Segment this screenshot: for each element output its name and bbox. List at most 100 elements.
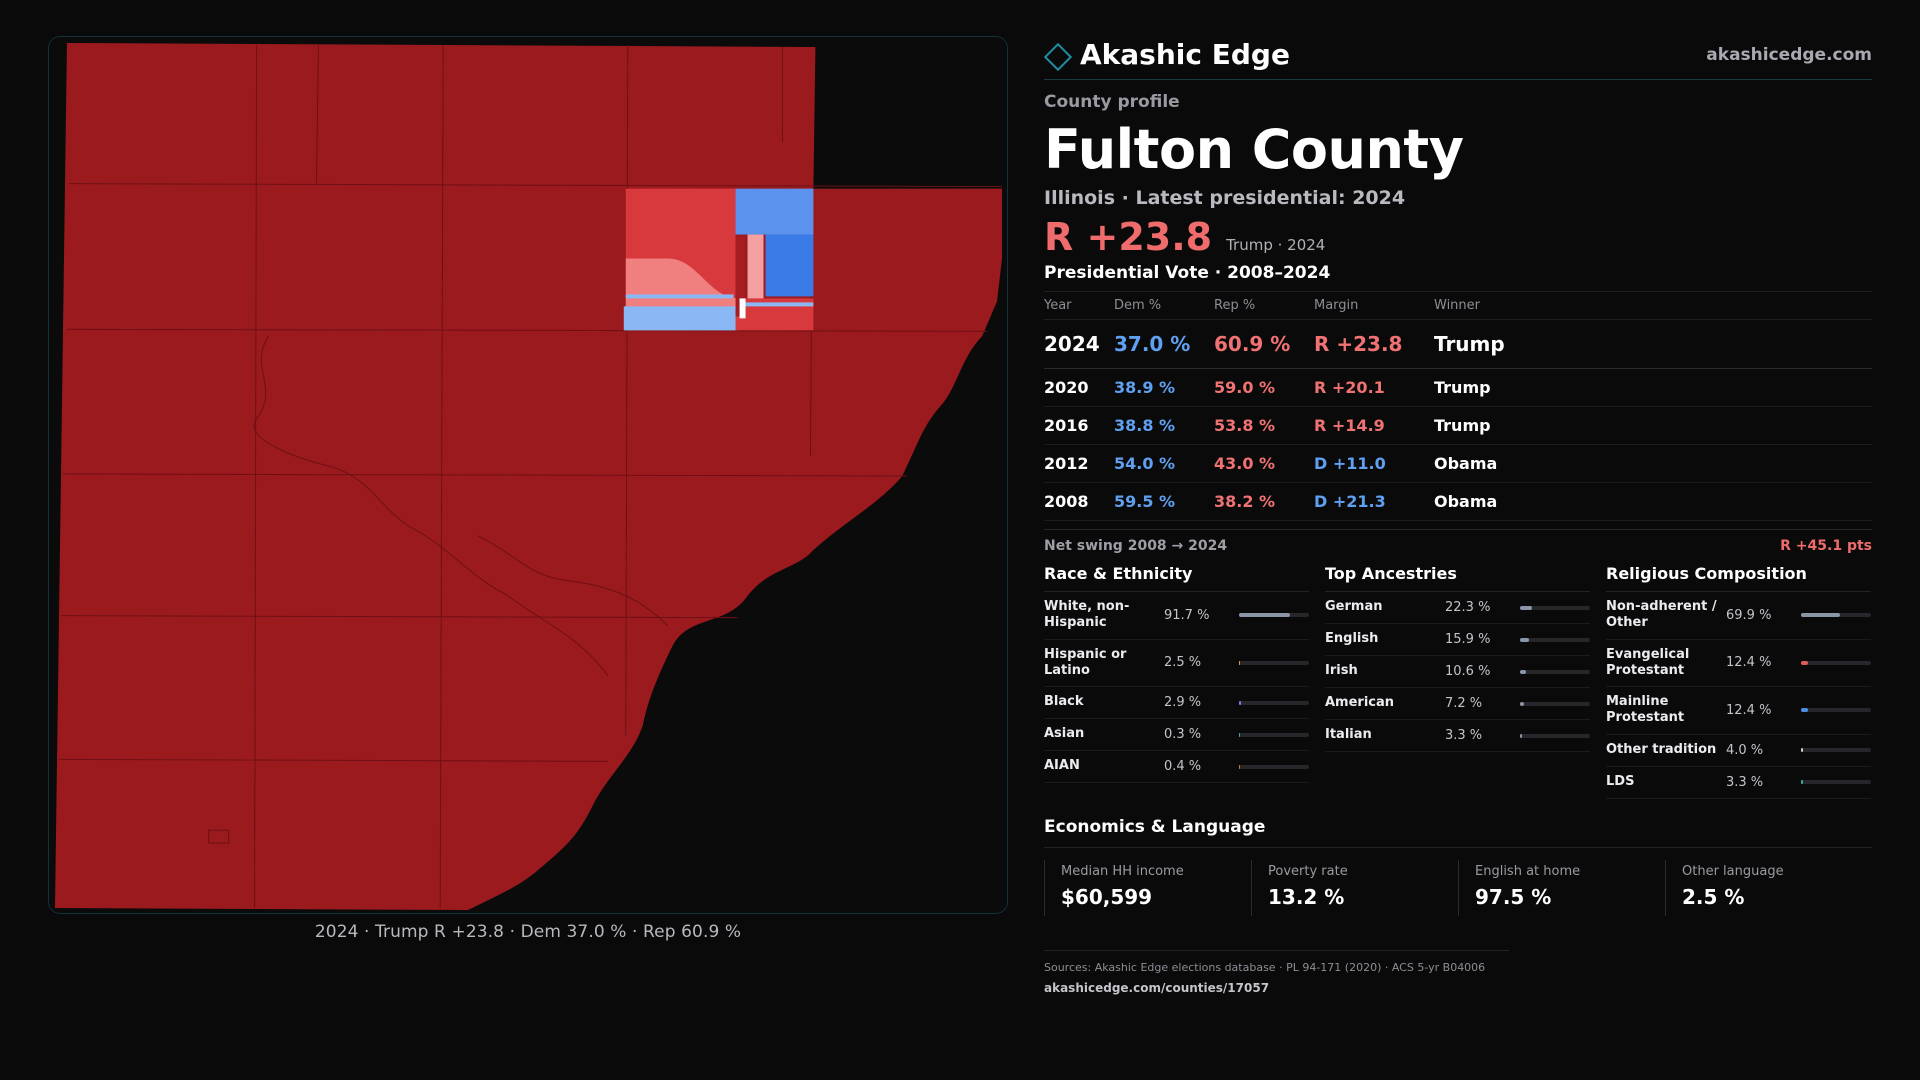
brand[interactable]: Akashic Edge <box>1043 38 1290 71</box>
religion-value: 4.0 % <box>1726 742 1764 758</box>
precinct-city-strip[interactable] <box>735 302 814 307</box>
county-profile-panel: Akashic Edge akashicedge.com County prof… <box>1043 30 1872 995</box>
religion-bar-fill <box>1801 748 1804 752</box>
vote-rep: 53.8 % <box>1214 406 1314 445</box>
econ-label: Poverty rate <box>1268 863 1348 879</box>
precinct-city-small[interactable] <box>739 298 746 319</box>
vote-margin: R +14.9 <box>1314 406 1434 445</box>
ancestry-bar <box>1520 701 1590 706</box>
race-bar-fill <box>1239 660 1241 665</box>
race-value: 0.3 % <box>1164 727 1202 742</box>
vote-dem: 37.0 % <box>1114 319 1214 369</box>
ancestry-section: Top Ancestries German 22.3 % English 15.9 %… <box>1325 564 1590 799</box>
header-year: Year <box>1044 291 1114 320</box>
religion-value: 12.4 % <box>1726 655 1772 671</box>
precinct-city-dem-north[interactable] <box>735 188 814 235</box>
ancestry-bar-fill <box>1520 637 1529 642</box>
race-label: White, non-Hispanic <box>1044 599 1130 631</box>
swing-label: Net swing 2008 → 2024 <box>1044 538 1228 554</box>
vote-dem: 38.8 % <box>1114 406 1214 445</box>
vote-winner: Obama <box>1434 444 1872 483</box>
religion-bar-fill <box>1801 780 1803 784</box>
religion-bar <box>1801 780 1871 784</box>
race-bar <box>1239 660 1309 665</box>
precinct-city-tossup[interactable] <box>747 234 764 299</box>
religion-row: Mainline Protestant 12.4 % <box>1606 687 1871 735</box>
religion-label: LDS <box>1606 773 1635 789</box>
ancestry-value: 22.3 % <box>1445 600 1491 615</box>
ancestry-label: Italian <box>1325 727 1372 743</box>
vote-year: 2024 <box>1044 319 1114 369</box>
header-winner: Winner <box>1434 291 1872 320</box>
county-shape[interactable] <box>54 42 1003 911</box>
ancestry-label: English <box>1325 631 1379 647</box>
econ-card: Poverty rate 13.2 % <box>1251 859 1458 916</box>
vote-dem: 59.5 % <box>1114 482 1214 521</box>
site-link[interactable]: akashicedge.com <box>1706 44 1872 65</box>
religion-label: Other tradition <box>1606 741 1717 757</box>
econ-label: English at home <box>1475 863 1581 879</box>
ancestry-row: English 15.9 % <box>1325 624 1590 656</box>
econ-value: 97.5 % <box>1475 884 1552 909</box>
religion-value: 69.9 % <box>1726 607 1772 623</box>
vote-row: 2016 38.8 % 53.8 % R +14.9 Trump <box>1044 406 1872 445</box>
religion-label: Mainline Protestant <box>1606 694 1685 726</box>
precinct-city-dem-south[interactable] <box>623 306 736 331</box>
ancestry-bar-fill <box>1520 701 1525 706</box>
religion-label: Evangelical Protestant <box>1606 646 1690 678</box>
sources: Sources: Akashic Edge elections database… <box>1044 949 1509 995</box>
econ-value: 2.5 % <box>1682 884 1745 909</box>
margin-value: R +23.8 <box>1044 215 1213 259</box>
precinct-city-dem-east[interactable] <box>765 234 814 297</box>
ancestry-value: 7.2 % <box>1445 696 1483 711</box>
religion-value: 12.4 % <box>1726 702 1772 718</box>
religion-bar <box>1801 660 1871 665</box>
header-dem: Dem % <box>1114 291 1214 320</box>
map-caption: 2024 · Trump R +23.8 · Dem 37.0 % · Rep … <box>314 922 742 942</box>
sources-line: Sources: Akashic Edge elections database… <box>1044 960 1486 974</box>
swing-value: R +45.1 pts <box>1780 538 1872 554</box>
vote-winner: Trump <box>1434 406 1872 445</box>
margin-note: Trump · 2024 <box>1226 236 1326 254</box>
race-section: Race & Ethnicity White, non-Hispanic 91.7… <box>1044 564 1309 799</box>
ancestry-bar <box>1520 669 1590 674</box>
vote-rep: 38.2 % <box>1214 482 1314 521</box>
vote-year: 2016 <box>1044 406 1114 445</box>
race-value: 2.9 % <box>1164 695 1202 710</box>
vote-margin: R +20.1 <box>1314 368 1434 407</box>
race-label: AIAN <box>1044 758 1080 774</box>
race-row: Hispanic or Latino 2.5 % <box>1044 640 1309 687</box>
city-precincts[interactable] <box>623 188 814 331</box>
vote-row: 2020 38.9 % 59.0 % R +20.1 Trump <box>1044 368 1872 407</box>
ancestry-bar-fill <box>1520 605 1533 610</box>
econ-label: Median HH income <box>1061 863 1184 879</box>
religion-title: Religious Composition <box>1606 564 1871 592</box>
race-value: 0.4 % <box>1164 759 1202 774</box>
precinct-city-center[interactable] <box>735 236 746 317</box>
vote-winner: Trump <box>1434 319 1872 369</box>
race-bar <box>1239 764 1309 769</box>
race-row: White, non-Hispanic 91.7 % <box>1044 592 1309 640</box>
religion-bar <box>1801 613 1871 618</box>
ancestry-row: American 7.2 % <box>1325 688 1590 720</box>
precinct-city-strip-2[interactable] <box>625 294 734 299</box>
headline-margin: R +23.8 Trump · 2024 <box>1044 215 1872 259</box>
precinct-map-svg[interactable] <box>49 37 1007 913</box>
brand-header: Akashic Edge akashicedge.com <box>1043 30 1872 80</box>
diamond-logo-icon <box>1043 42 1073 71</box>
source-url-link[interactable]: akashicedge.com/counties/17057 <box>1044 980 1270 995</box>
county-map[interactable] <box>48 36 1008 914</box>
vote-row: 2012 54.0 % 43.0 % D +11.0 Obama <box>1044 444 1872 483</box>
net-swing: Net swing 2008 → 2024 R +45.1 pts <box>1044 529 1872 554</box>
race-value: 2.5 % <box>1164 655 1202 671</box>
vote-margin: D +11.0 <box>1314 444 1434 483</box>
race-bar <box>1239 613 1309 618</box>
vote-margin: D +21.3 <box>1314 482 1434 521</box>
religion-bar-fill <box>1801 613 1841 618</box>
race-bar <box>1239 700 1309 705</box>
religion-row: Non-adherent / Other 69.9 % <box>1606 592 1871 640</box>
vote-year: 2008 <box>1044 482 1114 521</box>
ancestry-row: Irish 10.6 % <box>1325 656 1590 688</box>
religion-row: Evangelical Protestant 12.4 % <box>1606 640 1871 687</box>
vote-dem: 54.0 % <box>1114 444 1214 483</box>
